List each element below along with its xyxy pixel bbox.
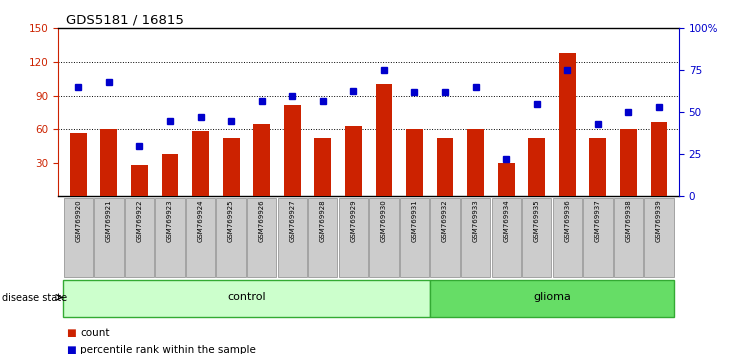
FancyBboxPatch shape [94, 198, 123, 277]
Bar [253, 124, 270, 196]
Text: ■: ■ [66, 328, 75, 338]
FancyBboxPatch shape [461, 198, 491, 277]
Text: GSM769927: GSM769927 [289, 200, 295, 242]
Bar [559, 53, 576, 196]
Bar [467, 129, 484, 196]
FancyBboxPatch shape [277, 198, 307, 277]
Bar [590, 138, 607, 196]
Text: count: count [80, 328, 110, 338]
Text: GSM769929: GSM769929 [350, 200, 356, 242]
FancyBboxPatch shape [339, 198, 368, 277]
Text: GSM769920: GSM769920 [75, 200, 81, 242]
FancyBboxPatch shape [63, 280, 430, 316]
FancyBboxPatch shape [614, 198, 643, 277]
FancyBboxPatch shape [583, 198, 612, 277]
Text: GSM769930: GSM769930 [381, 200, 387, 242]
Text: GSM769939: GSM769939 [656, 200, 662, 242]
Text: GSM769928: GSM769928 [320, 200, 326, 242]
Bar [70, 132, 87, 196]
Bar [284, 104, 301, 196]
Text: ■: ■ [66, 346, 75, 354]
FancyBboxPatch shape [645, 198, 674, 277]
FancyBboxPatch shape [400, 198, 429, 277]
Text: GSM769922: GSM769922 [137, 200, 142, 242]
Text: GDS5181 / 16815: GDS5181 / 16815 [66, 13, 183, 27]
Text: GSM769934: GSM769934 [503, 200, 510, 242]
Bar [437, 138, 453, 196]
FancyBboxPatch shape [553, 198, 582, 277]
FancyBboxPatch shape [64, 198, 93, 277]
FancyBboxPatch shape [430, 280, 675, 316]
Text: disease state: disease state [2, 293, 67, 303]
FancyBboxPatch shape [125, 198, 154, 277]
FancyBboxPatch shape [369, 198, 399, 277]
Text: GSM769923: GSM769923 [167, 200, 173, 242]
Text: GSM769935: GSM769935 [534, 200, 539, 242]
Text: GSM769937: GSM769937 [595, 200, 601, 242]
FancyBboxPatch shape [308, 198, 337, 277]
Text: GSM769933: GSM769933 [472, 200, 479, 242]
Text: GSM769925: GSM769925 [228, 200, 234, 242]
Bar [498, 163, 515, 196]
Text: percentile rank within the sample: percentile rank within the sample [80, 346, 256, 354]
Bar [223, 138, 239, 196]
Text: glioma: glioma [533, 292, 571, 302]
FancyBboxPatch shape [247, 198, 277, 277]
Bar [650, 122, 667, 196]
Text: GSM769932: GSM769932 [442, 200, 448, 242]
Bar [192, 131, 209, 196]
Text: GSM769926: GSM769926 [258, 200, 265, 242]
Bar [101, 129, 118, 196]
FancyBboxPatch shape [431, 198, 460, 277]
FancyBboxPatch shape [216, 198, 246, 277]
Bar [375, 84, 392, 196]
Bar [131, 165, 147, 196]
Text: GSM769936: GSM769936 [564, 200, 570, 242]
Text: control: control [227, 292, 266, 302]
Bar [345, 126, 362, 196]
Bar [315, 138, 331, 196]
Bar [161, 154, 178, 196]
FancyBboxPatch shape [522, 198, 551, 277]
FancyBboxPatch shape [186, 198, 215, 277]
FancyBboxPatch shape [491, 198, 521, 277]
Text: GSM769931: GSM769931 [412, 200, 418, 242]
Text: GSM769921: GSM769921 [106, 200, 112, 242]
Bar [406, 129, 423, 196]
Text: GSM769924: GSM769924 [198, 200, 204, 242]
FancyBboxPatch shape [155, 198, 185, 277]
Text: GSM769938: GSM769938 [626, 200, 631, 242]
Bar [620, 129, 637, 196]
Bar [529, 138, 545, 196]
